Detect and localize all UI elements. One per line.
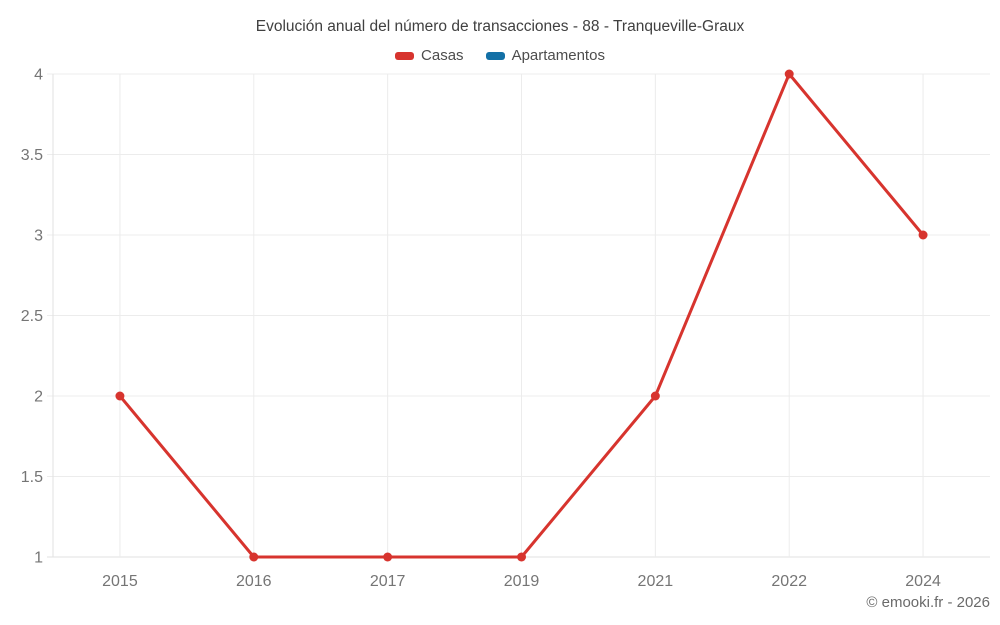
- x-axis-tick-label: 2021: [638, 573, 674, 590]
- legend-label: Casas: [421, 47, 464, 64]
- data-point-marker[interactable]: [115, 391, 125, 401]
- chart-title: Evolución anual del número de transaccio…: [255, 18, 745, 35]
- x-axis-tick-label: 2022: [771, 573, 807, 590]
- y-axis-tick-label: 2: [34, 389, 43, 406]
- legend-label: Apartamentos: [511, 47, 605, 64]
- data-point-marker[interactable]: [383, 552, 393, 562]
- y-axis-tick-label: 3.5: [21, 147, 43, 164]
- data-point-marker[interactable]: [650, 391, 660, 401]
- y-axis-tick-label: 4: [34, 67, 43, 84]
- data-point-marker[interactable]: [784, 69, 794, 79]
- x-axis-tick-label: 2019: [504, 573, 540, 590]
- y-axis-tick-label: 1: [34, 550, 43, 567]
- x-axis-tick-label: 2015: [102, 573, 138, 590]
- x-axis-tick-label: 2016: [236, 573, 272, 590]
- y-axis-tick-label: 2.5: [21, 308, 43, 325]
- y-axis-tick-label: 1.5: [21, 469, 43, 486]
- legend-item-apartamentos[interactable]: Apartamentos: [485, 47, 605, 64]
- x-axis-tick-label: 2017: [370, 573, 406, 590]
- data-point-marker[interactable]: [517, 552, 526, 562]
- copyright-text: © emooki.fr - 2026: [866, 594, 990, 611]
- legend-swatch-icon: [485, 51, 505, 60]
- data-point-marker[interactable]: [249, 552, 259, 562]
- chart-legend: Casas Apartamentos: [0, 47, 1000, 64]
- data-point-marker[interactable]: [918, 230, 928, 240]
- legend-swatch-icon: [395, 51, 415, 60]
- x-axis-tick-label: 2024: [905, 573, 941, 590]
- y-axis-tick-label: 3: [34, 228, 43, 245]
- legend-item-casas[interactable]: Casas: [395, 47, 464, 64]
